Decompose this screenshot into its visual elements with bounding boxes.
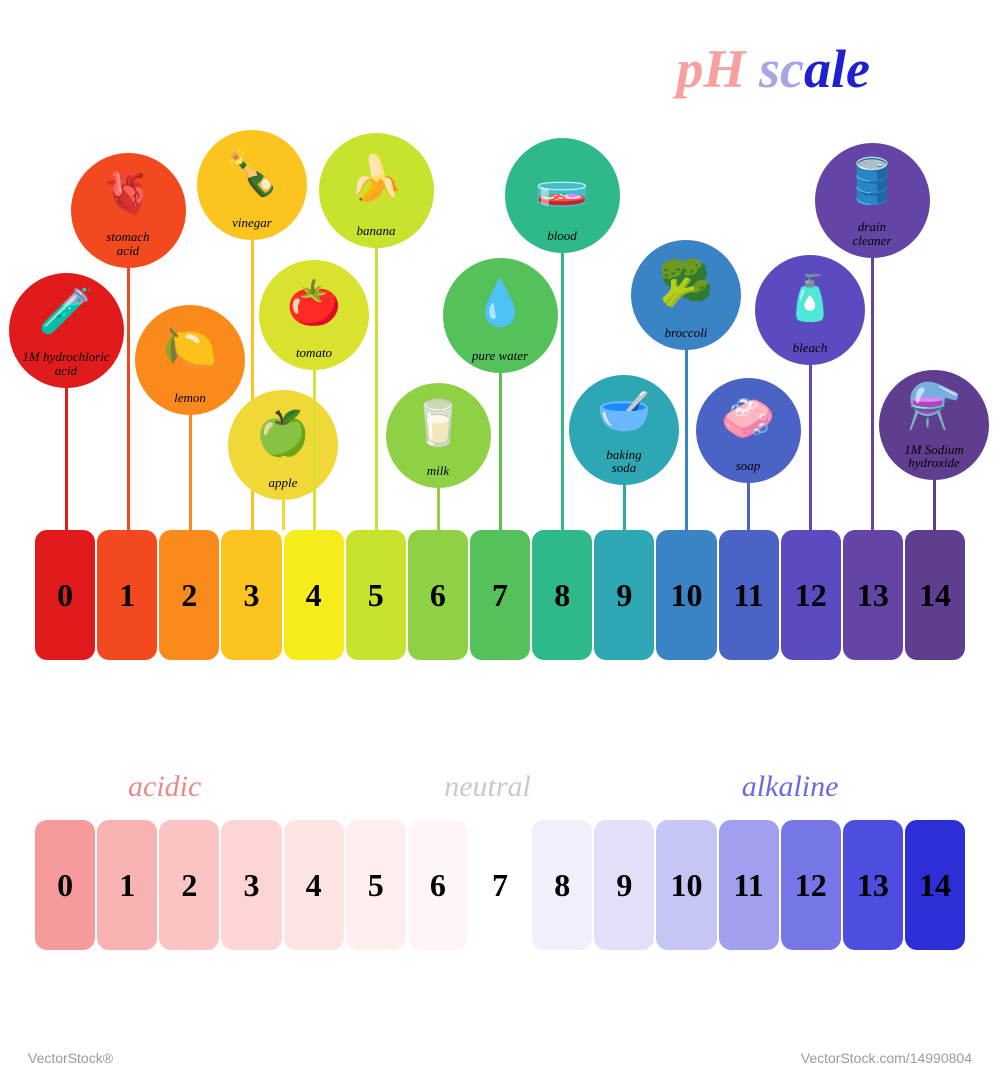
scale-cell-8: 8: [532, 530, 592, 660]
watermark-left: VectorStock®: [28, 1050, 113, 1066]
item-label: stomachacid: [100, 230, 155, 257]
lower-labels: acidic neutral alkaline: [35, 770, 965, 820]
bubble-item: 🧫blood: [505, 138, 620, 253]
item-label: blood: [541, 229, 583, 243]
item-label: bakingsoda: [600, 448, 647, 475]
scale-cell-3: 3: [221, 530, 281, 660]
item-icon: 💧: [443, 258, 558, 349]
alkaline-label: alkaline: [742, 770, 839, 804]
item-icon: 🍌: [319, 133, 434, 224]
scale-cell-2: 2: [159, 530, 219, 660]
lower-cell-6: 6: [408, 820, 468, 950]
scale-cell-13: 13: [843, 530, 903, 660]
scale-cell-11: 11: [719, 530, 779, 660]
bubble-item: 🧼soap: [696, 378, 801, 483]
item-label: lemon: [168, 391, 212, 405]
scale-cell-9: 9: [594, 530, 654, 660]
ph-scale-row: 01234567891011121314: [35, 530, 965, 660]
item-label: tomato: [290, 346, 338, 360]
lower-cell-3: 3: [221, 820, 281, 950]
ph-chart: 01234567891011121314 🧪1M hydrochloricaci…: [35, 80, 965, 660]
bubble-item: ⚗️1M Sodiumhydroxide: [879, 370, 989, 480]
item-label: pure water: [466, 349, 534, 363]
lower-cell-4: 4: [284, 820, 344, 950]
item-icon: 🫀: [71, 153, 186, 231]
bubble-item: 🥦broccoli: [631, 240, 741, 350]
bubble-item: 🍅tomato: [259, 260, 369, 370]
item-label: soap: [730, 459, 767, 473]
scale-cell-7: 7: [470, 530, 530, 660]
item-label: apple: [263, 476, 304, 490]
bubble-item: 💧pure water: [443, 258, 558, 373]
lower-cell-9: 9: [594, 820, 654, 950]
item-icon: 🍾: [197, 130, 307, 216]
item-icon: 🥛: [386, 383, 491, 464]
bubble-item: 🍾vinegar: [197, 130, 307, 240]
item-icon: 🧼: [696, 378, 801, 459]
bubble-item: 🥛milk: [386, 383, 491, 488]
item-icon: 🍅: [259, 260, 369, 346]
item-label: bleach: [787, 341, 834, 355]
item-icon: 🛢️: [815, 143, 930, 221]
item-label: milk: [421, 464, 455, 478]
neutral-label: neutral: [444, 770, 531, 804]
item-icon: ⚗️: [879, 370, 989, 443]
bubble-item: 🛢️draincleaner: [815, 143, 930, 258]
scale-cell-1: 1: [97, 530, 157, 660]
item-label: 1M Sodiumhydroxide: [898, 443, 970, 470]
lower-cell-1: 1: [97, 820, 157, 950]
lower-cell-12: 12: [781, 820, 841, 950]
lower-cell-13: 13: [843, 820, 903, 950]
item-icon: 🧫: [505, 138, 620, 229]
item-icon: 🥣: [569, 375, 679, 448]
item-icon: 🍏: [228, 390, 338, 476]
watermark-right: VectorStock.com/14990804: [801, 1050, 972, 1066]
item-icon: 🧴: [755, 255, 865, 341]
lower-cell-11: 11: [719, 820, 779, 950]
lower-cell-8: 8: [532, 820, 592, 950]
scale-cell-10: 10: [656, 530, 716, 660]
lower-cell-14: 14: [905, 820, 965, 950]
bubble-item: 🧪1M hydrochloricacid: [9, 273, 124, 388]
item-icon: 🥦: [631, 240, 741, 326]
lower-cell-0: 0: [35, 820, 95, 950]
bubble-item: 🍏apple: [228, 390, 338, 500]
item-icon: 🍋: [135, 305, 245, 391]
lower-cell-7: 7: [470, 820, 530, 950]
bubble-item: 🍌banana: [319, 133, 434, 248]
item-label: broccoli: [659, 326, 714, 340]
bubble-item: 🥣bakingsoda: [569, 375, 679, 485]
scale-cell-12: 12: [781, 530, 841, 660]
lower-cell-5: 5: [346, 820, 406, 950]
lower-scale-row: 01234567891011121314: [35, 820, 965, 950]
scale-cell-6: 6: [408, 530, 468, 660]
item-label: draincleaner: [847, 220, 898, 247]
scale-cell-5: 5: [346, 530, 406, 660]
item-label: banana: [351, 224, 402, 238]
lower-scale-area: acidic neutral alkaline 0123456789101112…: [35, 770, 965, 950]
item-label: vinegar: [226, 216, 278, 230]
bubble-item: 🧴bleach: [755, 255, 865, 365]
bubble-item: 🫀stomachacid: [71, 153, 186, 268]
item-label: 1M hydrochloricacid: [16, 350, 115, 377]
scale-cell-0: 0: [35, 530, 95, 660]
scale-cell-14: 14: [905, 530, 965, 660]
acidic-label: acidic: [128, 770, 201, 804]
lower-cell-2: 2: [159, 820, 219, 950]
lower-cell-10: 10: [656, 820, 716, 950]
scale-cell-4: 4: [284, 530, 344, 660]
item-icon: 🧪: [9, 273, 124, 351]
